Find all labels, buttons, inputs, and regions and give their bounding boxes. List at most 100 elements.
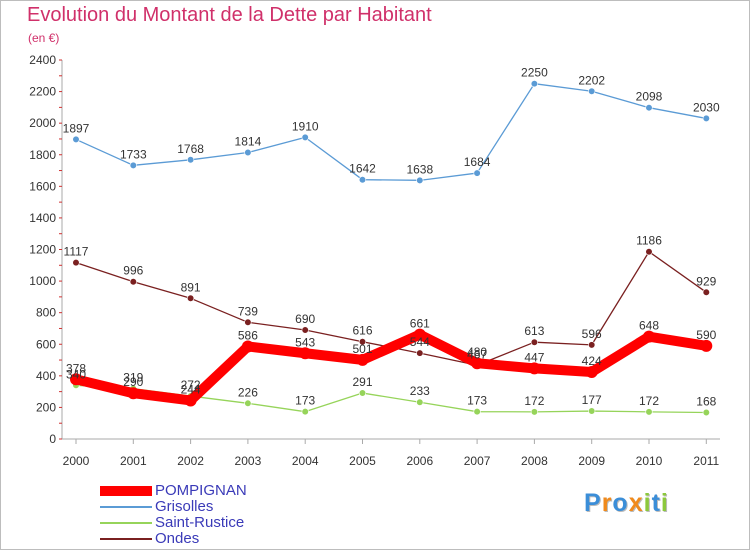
logo-letter: r	[601, 489, 613, 517]
data-point	[244, 399, 252, 407]
data-point	[184, 394, 197, 407]
series-line-pompignan	[71, 329, 712, 406]
data-label: 173	[295, 394, 315, 408]
data-label: 378	[66, 361, 86, 375]
data-point	[413, 328, 426, 341]
x-tick-label: 2009	[578, 454, 605, 468]
data-point	[588, 341, 596, 349]
logo-letter: x	[628, 489, 644, 517]
y-tick-label: 2400	[29, 53, 56, 67]
data-label: 1814	[235, 135, 262, 149]
legend-swatch	[100, 522, 152, 524]
data-label: 168	[696, 394, 716, 408]
data-point	[72, 259, 80, 267]
data-point	[645, 408, 653, 416]
data-label: 1910	[292, 119, 319, 133]
data-label: 616	[352, 324, 372, 338]
legend-item: Saint-Rustice	[100, 515, 340, 532]
data-label: 172	[524, 394, 544, 408]
data-point	[244, 318, 252, 326]
data-label: 929	[696, 274, 716, 288]
x-tick-label: 2007	[464, 454, 491, 468]
data-label: 661	[410, 317, 430, 331]
data-point	[645, 104, 653, 112]
y-tick-label: 1800	[29, 148, 56, 162]
data-point	[588, 87, 596, 95]
x-tick-label: 2008	[521, 454, 548, 468]
y-tick-label: 800	[36, 306, 56, 320]
data-point	[702, 288, 710, 296]
logo-letter: o	[612, 489, 629, 517]
data-point	[530, 408, 539, 416]
y-tick-label: 2000	[29, 116, 56, 130]
legend: POMPIGNAN Grisolles Saint-Rustice Ondes	[100, 483, 340, 548]
series-line-grisolles	[75, 83, 707, 181]
data-point	[301, 408, 309, 416]
legend-swatch	[100, 486, 152, 496]
data-label: 501	[352, 342, 372, 356]
data-label: 173	[467, 394, 487, 408]
data-label: 596	[582, 327, 602, 341]
data-label: 447	[524, 350, 544, 364]
data-point	[244, 148, 252, 157]
y-tick-label: 2200	[29, 85, 56, 99]
logo-letter: i	[643, 489, 652, 517]
y-tick-label: 1200	[29, 243, 56, 257]
data-label: 244	[181, 382, 201, 396]
data-label: 648	[639, 319, 659, 333]
data-label: 1186	[636, 234, 662, 248]
legend-item: Grisolles	[100, 498, 340, 516]
data-label: 340	[66, 367, 86, 381]
data-label: 272	[181, 378, 201, 392]
data-point	[473, 169, 481, 177]
data-point	[416, 176, 424, 184]
data-label: 690	[295, 312, 315, 326]
data-point	[358, 176, 367, 184]
legend-label: Grisolles	[155, 498, 214, 515]
legend-item: Ondes	[100, 531, 340, 548]
data-label: 1897	[63, 121, 90, 135]
data-label: 233	[410, 384, 430, 398]
data-label: 739	[238, 304, 258, 318]
x-tick-label: 2011	[693, 454, 719, 468]
data-point	[643, 330, 655, 343]
y-tick-label: 600	[36, 337, 56, 351]
data-label: 2030	[693, 100, 720, 114]
y-tick-label: 1000	[29, 274, 56, 288]
data-label: 613	[524, 324, 544, 338]
data-point	[530, 80, 539, 88]
data-point	[187, 294, 195, 302]
data-label: 1117	[64, 245, 89, 259]
data-point	[356, 353, 369, 366]
x-tick-label: 2003	[235, 454, 262, 468]
logo-letter: P	[584, 489, 602, 517]
data-point	[702, 114, 710, 123]
data-point	[358, 389, 367, 397]
data-label: 226	[238, 385, 258, 399]
chart-title: Evolution du Montant de la Dette par Hab…	[27, 4, 432, 26]
data-label: 2098	[636, 90, 663, 104]
data-point	[129, 278, 137, 286]
data-point	[301, 133, 309, 141]
data-point	[127, 387, 140, 400]
data-point	[702, 408, 710, 417]
legend-swatch	[100, 506, 152, 508]
data-label: 424	[582, 354, 602, 368]
data-point	[416, 349, 424, 357]
data-point	[72, 135, 80, 144]
data-point	[588, 407, 596, 415]
data-label: 891	[181, 280, 201, 294]
x-tick-label: 2001	[120, 454, 147, 468]
data-label: 290	[123, 375, 143, 389]
data-label: 996	[123, 264, 143, 278]
data-point	[645, 248, 653, 256]
data-label: 172	[639, 394, 659, 408]
chart-subtitle: (en €)	[28, 31, 60, 45]
proxiti-logo: Proxiti	[584, 489, 669, 518]
logo-letter: t	[651, 489, 661, 517]
data-point	[241, 340, 254, 353]
logo-letter: i	[660, 489, 669, 517]
y-tick-label: 1600	[29, 179, 56, 193]
data-label: 467	[467, 347, 487, 361]
data-label: 177	[582, 393, 602, 407]
